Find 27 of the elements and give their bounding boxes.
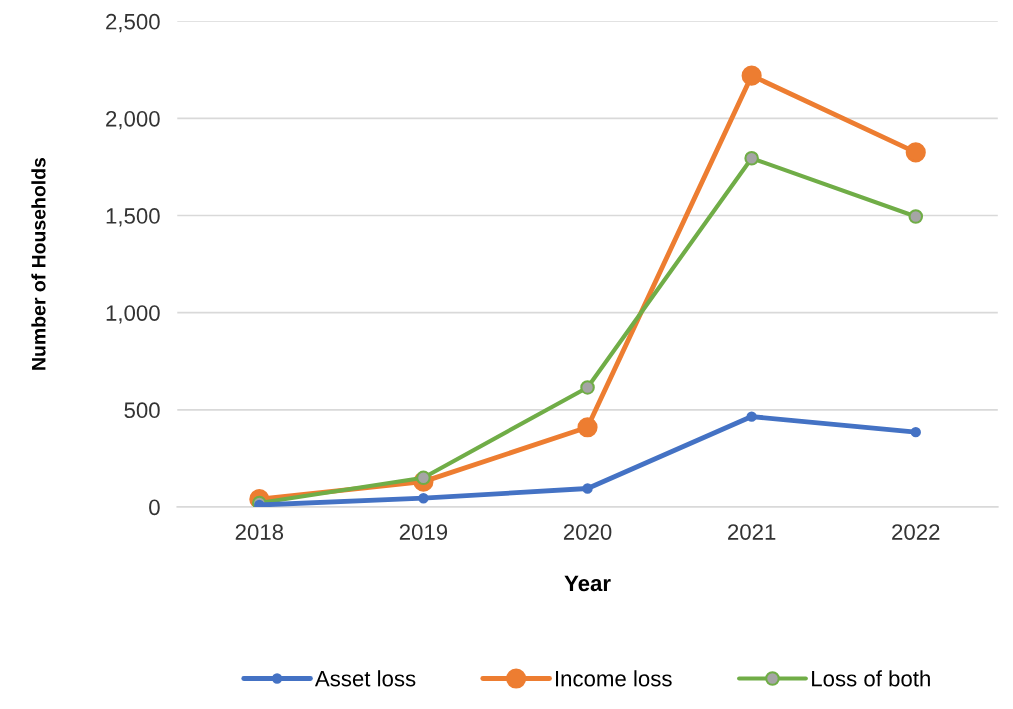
y-tick-label: 1,000	[106, 305, 160, 324]
point	[580, 380, 595, 395]
point	[418, 492, 429, 504]
x-tick-label: 2021	[728, 524, 776, 540]
y-tick-label: 0	[149, 499, 160, 516]
point	[416, 470, 431, 486]
y-tick-label: 2,500	[106, 13, 160, 33]
y-axis-title: Number of Households	[31, 157, 46, 370]
legend-label: Income loss	[555, 670, 672, 687]
point	[746, 411, 757, 422]
point	[905, 142, 926, 163]
x-tick-label: 2018	[235, 524, 284, 540]
x-tick-label: 2019	[399, 524, 448, 540]
y-tick-label: 500	[124, 402, 160, 419]
x-tick-label: 2020	[563, 524, 612, 540]
legend-label: Asset loss	[314, 670, 416, 687]
legend-label: Loss of both	[812, 670, 930, 687]
y-tick-label: 1,500	[106, 208, 160, 227]
y-tick-label: 2,000	[106, 110, 160, 130]
point	[744, 150, 759, 166]
point	[577, 417, 598, 438]
x-axis-title: Year	[564, 575, 611, 592]
point	[908, 209, 924, 224]
point	[582, 483, 593, 494]
point	[910, 426, 921, 438]
x-tick-label: 2022	[892, 524, 940, 540]
point	[741, 65, 762, 86]
